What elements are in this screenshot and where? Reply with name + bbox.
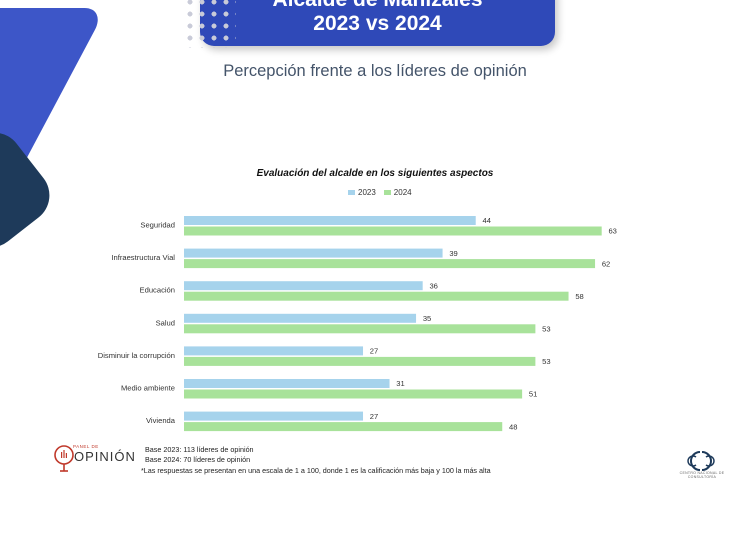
page-title-line1: Alcalde de Manizales [200,0,555,12]
data-label-2024: 62 [602,259,610,268]
legend-label-2023: 2023 [358,188,376,197]
scale-footnote: *Las respuestas se presentan en una esca… [141,466,491,475]
bar-2023 [184,411,364,421]
bar-2023 [184,379,390,388]
category-label: Infraestructura Vial [111,253,175,262]
bar-2024 [184,422,503,432]
data-label-2023: 27 [370,412,378,421]
data-label-2023: 27 [370,347,378,356]
data-label-2024: 48 [509,422,517,431]
bar-2024 [184,259,596,269]
category-label: Disminuir la corrupción [98,351,175,360]
bar-2024 [184,389,523,399]
bar-2024 [184,324,536,334]
chart-title: Evaluación del alcalde en los siguientes… [256,168,494,179]
data-label-2023: 44 [482,216,490,225]
bar-2023 [184,313,417,323]
bar-2023 [184,248,443,258]
base-2023-note: Base 2023: 113 líderes de opinión [145,445,254,454]
data-label-2023: 31 [396,379,404,388]
cnc-logo-icon [687,451,715,471]
base-notes: Base 2023: 113 líderes de opinión Base 2… [145,445,254,465]
data-label-2024: 58 [575,292,583,301]
panel-opinion-logo-icon [54,445,74,472]
category-label: Medio ambiente [121,384,175,393]
logo-small-text: PANEL DE [73,444,99,449]
logo-main-text: OPINIÓN [74,449,136,464]
decorative-dots [184,0,236,48]
bar-2023 [184,281,423,291]
data-label-2024: 63 [608,227,616,236]
legend-swatch-2023 [348,190,355,195]
category-label: Seguridad [140,221,175,230]
page-subtitle: Percepción frente a los líderes de opini… [223,62,527,80]
category-label: Vivienda [146,416,176,425]
bar-2023 [184,216,476,225]
bar-2024 [184,291,569,301]
legend-label-2024: 2024 [393,188,412,197]
data-label-2023: 35 [423,314,431,323]
bar-2023 [184,346,364,356]
legend-item-2024: 2024 [383,188,412,197]
category-label: Salud [156,318,175,327]
data-label-2023: 39 [449,249,457,258]
data-label-2024: 53 [542,325,550,334]
cnc-logo-text: CENTRO NACIONAL DE CONSULTORÍA [679,471,725,479]
legend-item-2023: 2023 [348,188,376,197]
chart-legend: 2023 2024 [348,188,412,197]
data-label-2024: 53 [542,357,550,366]
data-label-2024: 51 [529,390,537,399]
base-2024-note: Base 2024: 70 líderes de opinión [145,455,251,464]
page-title-line2: 2023 vs 2024 [313,12,442,35]
legend-swatch-2024 [383,190,391,195]
bar-2024 [184,226,602,236]
bar-2024 [184,356,536,366]
title-banner [200,0,555,46]
category-label: Educación [140,286,175,295]
data-label-2023: 36 [429,281,437,290]
